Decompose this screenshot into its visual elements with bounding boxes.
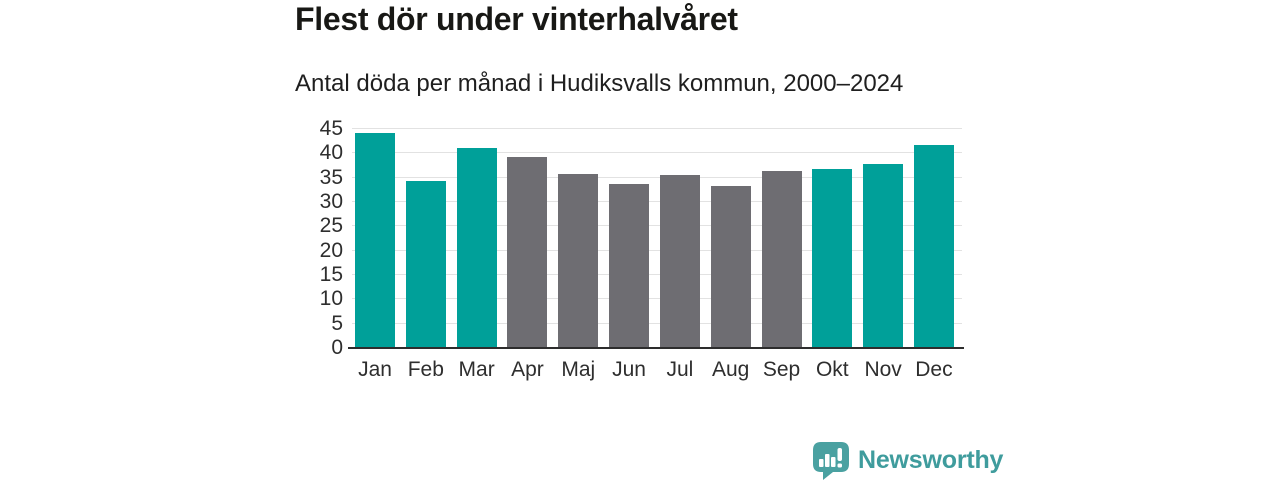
y-tick-35: 35 bbox=[319, 165, 343, 189]
logo-bar-small bbox=[819, 459, 824, 467]
gridline-35 bbox=[352, 176, 962, 178]
bar-jul bbox=[659, 175, 700, 348]
bar-group bbox=[352, 129, 962, 348]
bar-jun bbox=[609, 183, 650, 348]
chart-subtitle: Antal döda per månad i Hudiksvalls kommu… bbox=[295, 70, 904, 97]
x-axis-line bbox=[348, 347, 964, 349]
gridline-45 bbox=[352, 128, 962, 129]
logo-bar-tall bbox=[825, 454, 830, 467]
gridline-30 bbox=[352, 201, 962, 203]
bar-nov bbox=[863, 164, 904, 348]
gridline-5 bbox=[352, 322, 962, 324]
chart-title: Flest dör under vinterhalvåret bbox=[295, 1, 738, 37]
gridline-25 bbox=[352, 225, 962, 227]
bar-jan bbox=[355, 132, 395, 348]
x-label-feb: Feb bbox=[407, 358, 444, 381]
x-label-dec: Dec bbox=[915, 358, 953, 381]
logo-bar-medium bbox=[831, 457, 836, 467]
x-label-mar: Mar bbox=[458, 358, 495, 381]
y-axis: 0 5 10 15 20 25 30 35 40 45 bbox=[281, 118, 343, 358]
y-tick-15: 15 bbox=[319, 263, 343, 287]
newsworthy-logo-icon bbox=[813, 442, 849, 480]
gridline-10 bbox=[352, 298, 962, 300]
x-label-apr: Apr bbox=[511, 358, 544, 381]
bar-apr bbox=[507, 156, 548, 348]
x-label-okt: Okt bbox=[815, 358, 849, 381]
y-tick-0: 0 bbox=[331, 336, 343, 359]
logo-exclamation-dot bbox=[837, 463, 842, 468]
newsworthy-logo-text: Newsworthy bbox=[858, 446, 1004, 474]
y-tick-25: 25 bbox=[319, 214, 343, 238]
bar-feb bbox=[405, 181, 446, 348]
x-label-sep: Sep bbox=[762, 358, 801, 381]
bar-dec bbox=[913, 144, 954, 348]
y-tick-45: 45 bbox=[319, 117, 343, 140]
bar-aug bbox=[710, 186, 751, 348]
logo-exclamation-stem bbox=[837, 448, 842, 461]
x-label-aug: Aug bbox=[712, 358, 750, 381]
bar-okt bbox=[812, 169, 853, 348]
gridline-40 bbox=[352, 152, 962, 154]
gridline-15 bbox=[352, 274, 962, 276]
plot-area bbox=[348, 128, 964, 349]
y-tick-40: 40 bbox=[319, 141, 343, 165]
x-label-jul: Jul bbox=[666, 358, 694, 381]
y-tick-30: 30 bbox=[319, 190, 343, 214]
bar-maj bbox=[558, 173, 599, 348]
x-label-nov: Nov bbox=[864, 358, 902, 381]
gridline-20 bbox=[352, 249, 962, 251]
x-axis-labels: Jan Feb Mar Apr Maj Jun Jul Aug Sep Okt Nov Dec bbox=[352, 358, 962, 382]
x-label-maj: Maj bbox=[561, 358, 596, 381]
bar-sep bbox=[761, 171, 802, 348]
newsworthy-logo: Newsworthy bbox=[812, 441, 1003, 480]
y-tick-20: 20 bbox=[319, 238, 343, 262]
y-tick-10: 10 bbox=[319, 287, 343, 311]
y-tick-5: 5 bbox=[331, 311, 343, 335]
x-label-jan: Jan bbox=[358, 358, 392, 381]
x-label-jun: Jun bbox=[612, 358, 646, 381]
bar-mar bbox=[456, 147, 497, 348]
